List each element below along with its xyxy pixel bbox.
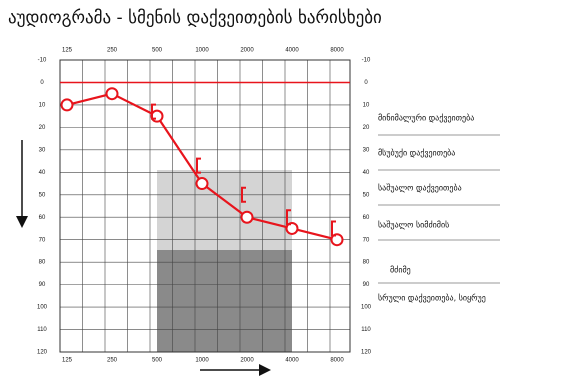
bone-marker [286,209,291,226]
y-tick-label: 20 [39,125,46,131]
x-tick-label: 8000 [330,358,344,364]
air-marker [285,221,299,235]
x-tick-label: 125 [62,358,73,364]
degree-label: საშუალო დაქვეითება [378,183,462,193]
air-marker [195,177,209,191]
y-tick-label-right: 30 [363,147,370,153]
x-tick-label-top: 2000 [240,48,254,54]
degree-label: მსუბუქი დაქვეითება [378,148,455,158]
y-tick-label: 50 [39,192,46,198]
y-tick-label: 30 [39,147,46,153]
y-tick-label-right: 100 [361,305,372,311]
y-tick-label-right: 80 [363,260,370,266]
x-tick-label-top: 500 [152,48,163,54]
air-marker [240,210,254,224]
x-tick-label: 1000 [195,358,209,364]
plot-background [157,170,292,352]
y-tick-label-right: 0 [364,80,368,86]
y-tick-label-right: 20 [363,125,370,131]
plot-frame [59,59,351,353]
air-marker [330,233,344,247]
y-tick-label-right: 60 [363,215,370,221]
x-tick-label: 4000 [285,358,299,364]
x-tick-label: 500 [152,358,163,364]
y-tick-label: -10 [38,58,47,64]
x-tick-label-top: 250 [107,48,118,54]
degree-label: საშუალო სიმძიმის [378,220,449,230]
y-tick-label: 100 [37,305,48,311]
chart-title: აუდიოგრამა - სმენის დაქვეითების ხარისხებ… [8,8,382,28]
x-tick-label-top: 4000 [285,48,299,54]
y-tick-label: 90 [39,282,46,288]
air-marker [150,109,164,123]
y-tick-label-right: 40 [363,170,370,176]
degree-label: სრული დაქვეითება, სიყრუე [378,293,486,303]
y-tick-label-right: 70 [363,237,370,243]
x-tick-label-top: 8000 [330,48,344,54]
degree-label: მინიმალური დაქვეითება [378,113,474,123]
y-tick-label-right: -10 [362,58,371,64]
degree-label: მძიმე [390,265,411,275]
y-tick-label: 120 [37,350,48,356]
bone-marker [151,103,156,120]
x-tick-label: 250 [107,358,118,364]
y-tick-label: 110 [37,327,47,333]
y-tick-label-right: 90 [363,282,370,288]
y-tick-label: 80 [39,260,46,266]
y-tick-label: 60 [39,215,46,221]
bone-marker [196,157,201,174]
y-tick-label: 40 [39,170,46,176]
y-tick-label: 70 [39,237,46,243]
y-tick-label-right: 120 [361,350,372,356]
air-marker [60,98,74,112]
bone-marker [331,220,336,237]
y-tick-label-right: 50 [363,192,370,198]
x-tick-label-top: 125 [62,48,73,54]
x-tick-label: 2000 [240,358,254,364]
y-tick-label-right: 110 [361,327,371,333]
y-tick-label: 0 [40,80,44,86]
bone-marker [241,186,246,203]
x-tick-label-top: 1000 [195,48,209,54]
y-tick-label-right: 10 [363,103,370,109]
y-tick-label: 10 [39,103,46,109]
air-marker [105,87,119,101]
